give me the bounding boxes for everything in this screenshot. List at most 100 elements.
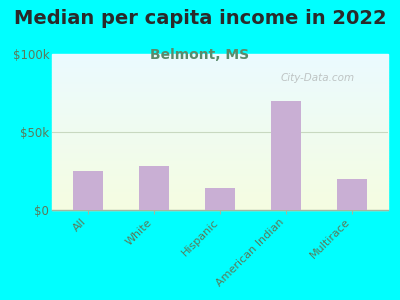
Text: City-Data.com: City-Data.com [280,73,355,83]
Bar [52,84,388,85]
Bar [52,140,388,141]
Bar [52,54,388,56]
Bar [52,68,388,70]
Bar [52,201,388,202]
Bar [52,82,388,84]
Bar [52,107,388,109]
Bar [52,98,388,99]
Bar [52,202,388,204]
Bar [52,137,388,138]
Bar [52,204,388,205]
Bar [52,207,388,208]
Bar [52,124,388,126]
Bar [52,179,388,180]
Bar [52,177,388,179]
Bar [52,77,388,79]
Bar [52,155,388,157]
Bar [52,190,388,191]
Bar [52,113,388,115]
Bar [52,90,388,92]
Bar [52,56,388,57]
Bar [52,160,388,162]
Bar [52,172,388,174]
Bar [52,193,388,194]
Bar [52,208,388,210]
Bar [52,92,388,93]
Bar [74,171,103,210]
Bar [52,185,388,187]
Bar [52,130,388,132]
Bar [52,59,388,60]
Bar [52,119,388,121]
Bar [52,74,388,76]
Bar [52,158,388,160]
Bar [52,96,388,98]
Bar [52,134,388,135]
Bar [52,191,388,193]
Bar [52,135,388,137]
Bar [52,85,388,87]
Bar [52,154,388,155]
Bar [52,141,388,143]
Bar [52,196,388,197]
Bar [52,165,388,166]
Bar [52,87,388,88]
Bar [52,118,388,119]
Bar [52,157,388,158]
Bar [52,116,388,118]
Bar [52,106,388,107]
Bar [52,104,388,106]
Bar [52,79,388,80]
Bar [52,187,388,188]
Bar [52,70,388,71]
Bar [52,129,388,130]
Bar [139,166,169,210]
Text: Belmont, MS: Belmont, MS [150,48,250,62]
Bar [52,151,388,152]
Bar [52,101,388,102]
Bar [52,80,388,82]
Bar [52,138,388,140]
Bar [52,94,388,96]
Bar [52,162,388,163]
Bar [52,168,388,170]
Bar [52,146,388,148]
Bar [205,188,235,210]
Bar [52,145,388,146]
Bar [52,182,388,184]
Bar [52,148,388,149]
Bar [52,184,388,185]
Bar [52,205,388,207]
Bar [52,197,388,199]
Bar [52,132,388,134]
Bar [52,99,388,101]
Bar [52,73,388,74]
Bar [52,166,388,168]
Bar [52,126,388,127]
Bar [52,112,388,113]
Bar [52,152,388,154]
Bar [52,88,388,90]
Bar [337,179,366,210]
Bar [52,102,388,104]
Bar [52,76,388,77]
Bar [52,63,388,65]
Text: Median per capita income in 2022: Median per capita income in 2022 [14,9,386,28]
Bar [52,115,388,116]
Bar [52,127,388,129]
Bar [52,143,388,145]
Bar [271,101,301,210]
Bar [52,60,388,62]
Bar [52,57,388,59]
Bar [52,171,388,172]
Bar [52,121,388,123]
Bar [52,180,388,182]
Bar [52,149,388,151]
Bar [52,163,388,165]
Bar [52,71,388,73]
Bar [52,194,388,196]
Bar [52,174,388,176]
Bar [52,65,388,67]
Bar [52,67,388,68]
Bar [52,169,388,171]
